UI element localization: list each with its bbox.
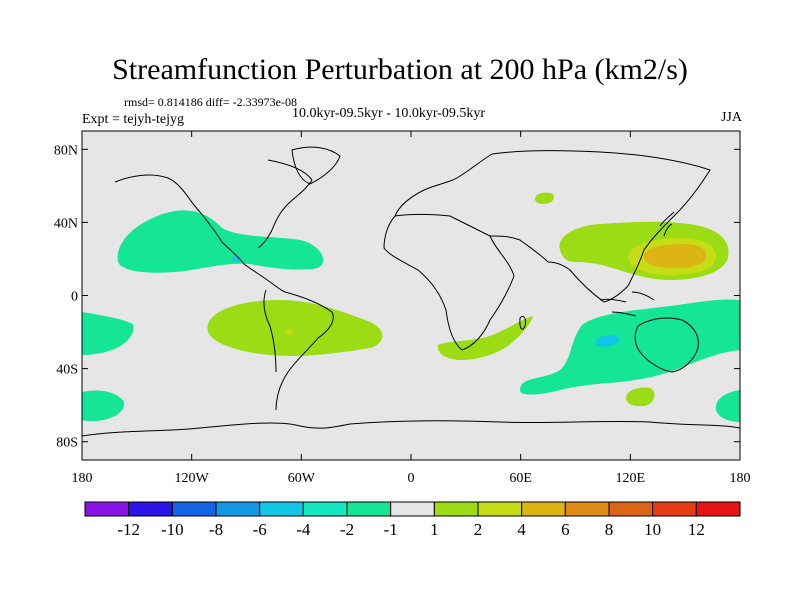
colorbar-swatch-11 — [564, 501, 610, 517]
colorbar-swatch-13 — [652, 501, 697, 517]
x-tick-label-4: 60E — [509, 471, 532, 486]
coast-australia — [634, 317, 699, 373]
region-south-america-positive-core — [284, 329, 293, 335]
colorbar-label-1: -10 — [161, 520, 184, 539]
colorbar-swatch-9 — [477, 501, 523, 517]
colorbar-label-5: -2 — [340, 520, 354, 539]
colorbar-label-13: 12 — [688, 520, 705, 539]
colorbar-label-7: 1 — [430, 520, 439, 539]
coast-south-america — [263, 289, 334, 411]
colorbar-label-4: -4 — [296, 520, 311, 539]
colorbar-label-6: -1 — [384, 520, 398, 539]
x-tick-label-2: 60W — [288, 471, 316, 486]
colorbar-label-12: 10 — [644, 520, 661, 539]
period-label: 10.0kyr-09.5kyr - 10.0kyr-09.5kyr — [292, 106, 486, 121]
x-tick-label-3: 0 — [408, 471, 415, 486]
region-south-america-positive — [207, 300, 383, 356]
x-tick-label-6: 180 — [730, 471, 751, 486]
region-south-indian-pacific-negative — [520, 299, 740, 395]
x-tick-label-5: 120E — [616, 471, 646, 486]
y-tick-label-0: 80N — [54, 143, 78, 158]
coast-greenland — [291, 146, 341, 185]
colorbar-swatch-6 — [346, 501, 392, 517]
colorbar-swatch-12 — [608, 501, 654, 517]
coast-africa-europe — [383, 153, 515, 351]
coast-japan — [659, 211, 675, 237]
colorbar-label-3: -6 — [253, 520, 267, 539]
coast-asia — [489, 150, 711, 303]
rmsd-text: rmsd= 0.814186 diff= -2.33973e-08 — [124, 95, 297, 109]
region-north-africa-positive — [535, 192, 554, 204]
coast-antarctica — [82, 420, 740, 437]
y-tick-label-2: 0 — [71, 290, 78, 305]
colorbar: -12 -10 -8 -6 -4 -2 -1 1 2 4 6 8 10 12 — [84, 501, 741, 539]
chart-title: Streamfunction Perturbation at 200 hPa (… — [112, 53, 688, 86]
colorbar-swatch-10 — [521, 501, 566, 517]
region-indian-ocean-negative-core — [595, 335, 619, 347]
colorbar-swatch-3 — [215, 501, 261, 517]
coast-north-america — [114, 159, 313, 293]
region-south-atlantic-negative — [715, 390, 740, 422]
colorbar-swatch-7 — [390, 501, 435, 517]
x-axis: 180 120W 60W 0 60E 120E 180 — [72, 131, 751, 486]
colorbar-swatch-1 — [128, 501, 173, 517]
colorbar-swatch-4 — [259, 501, 304, 517]
region-west-pacific-positive-max — [643, 244, 707, 269]
y-tick-label-3: 40S — [56, 363, 78, 378]
coast-madagascar — [519, 315, 526, 330]
region-north-atlantic-negative — [117, 210, 324, 273]
colorbar-label-9: 4 — [517, 520, 526, 539]
coastlines — [82, 146, 740, 437]
region-south-africa-positive — [437, 316, 533, 360]
y-axis: 80N 40N 0 40S 80S — [54, 143, 740, 451]
colorbar-swatch-2 — [171, 501, 217, 517]
region-southeast-pacific-negative — [82, 390, 125, 421]
colorbar-swatch-8 — [433, 501, 479, 517]
colorbar-swatch-14 — [695, 501, 741, 517]
colorbar-label-11: 8 — [605, 520, 614, 539]
experiment-label: Expt = tejyh-tejyg — [82, 112, 184, 127]
region-east-pacific-negative — [82, 312, 134, 355]
region-southern-ocean-positive — [626, 387, 655, 407]
x-tick-label-0: 180 — [72, 471, 93, 486]
map-background — [82, 131, 740, 460]
colorbar-label-2: -8 — [209, 520, 223, 539]
contour-fills — [82, 192, 740, 422]
colorbar-label-10: 6 — [561, 520, 570, 539]
colorbar-swatch-0 — [84, 501, 130, 517]
season-label: JJA — [720, 110, 742, 125]
coast-indonesia — [599, 291, 655, 317]
colorbar-label-8: 2 — [474, 520, 483, 539]
y-tick-label-1: 40N — [54, 216, 78, 231]
y-tick-label-4: 80S — [56, 436, 78, 451]
colorbar-label-0: -12 — [117, 520, 140, 539]
x-tick-label-1: 120W — [175, 471, 210, 486]
colorbar-swatch-5 — [302, 501, 348, 517]
